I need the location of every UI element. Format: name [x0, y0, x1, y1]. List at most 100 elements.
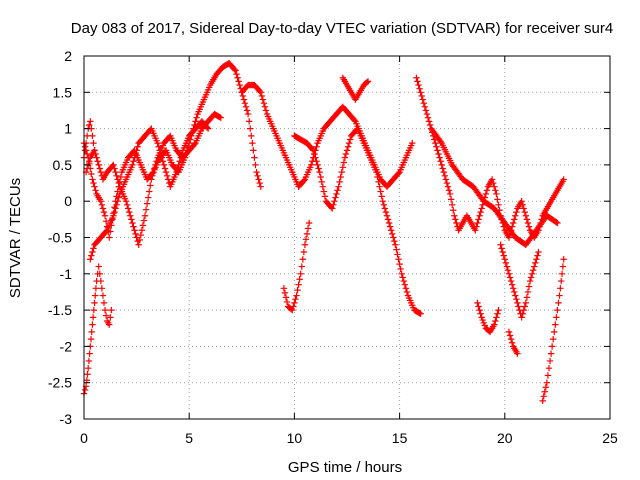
data-point — [91, 183, 98, 190]
data-point — [512, 292, 519, 299]
data-point — [475, 216, 482, 223]
data-point — [476, 212, 483, 219]
data-point — [110, 212, 117, 219]
y-axis-label: SDTVAR / TECUs — [7, 178, 24, 298]
data-point — [282, 294, 290, 301]
data-point — [518, 314, 525, 321]
data-point — [519, 201, 526, 209]
data-point — [134, 143, 141, 150]
data-point — [243, 107, 251, 114]
data-point — [503, 263, 511, 270]
data-point — [115, 194, 122, 201]
data-point — [478, 205, 485, 212]
data-point — [289, 306, 296, 314]
data-point — [339, 164, 346, 171]
data-point — [311, 150, 318, 158]
data-point — [441, 172, 449, 179]
data-point — [391, 237, 398, 245]
data-point — [257, 89, 264, 96]
data-point — [173, 168, 180, 176]
data-point — [176, 158, 183, 165]
data-point — [440, 168, 447, 176]
data-point — [502, 259, 510, 267]
data-point — [505, 234, 513, 241]
data-point — [132, 150, 139, 158]
x-axis-label: GPS time / hours — [288, 459, 402, 476]
data-point — [334, 187, 341, 194]
x-tick-label: 0 — [80, 430, 88, 446]
data-point — [423, 110, 431, 118]
data-point — [398, 270, 405, 277]
data-point — [294, 286, 301, 294]
data-point — [245, 118, 253, 125]
axis-ticks — [83, 55, 611, 420]
data-point — [91, 147, 98, 154]
data-point — [500, 252, 507, 259]
data-point — [89, 132, 96, 140]
data-point — [291, 299, 298, 307]
data-point — [256, 179, 263, 187]
data-point — [494, 310, 501, 317]
data-point — [559, 263, 567, 270]
data-point — [112, 205, 119, 212]
data-point — [553, 314, 560, 321]
data-point — [135, 241, 142, 248]
data-point — [417, 89, 424, 96]
data-point — [446, 190, 454, 198]
data-point — [363, 79, 371, 86]
axis-tick-labels: 0 5 10 15 20 25 -3 -2.5 -2 -1.5 -1 -0.5 0 0.5 1 1.5 2 — [48, 48, 618, 446]
series-track-14 — [539, 256, 567, 405]
data-point — [139, 222, 147, 229]
data-point — [511, 288, 518, 296]
data-point — [340, 159, 348, 166]
data-point — [101, 306, 109, 314]
data-point — [131, 227, 138, 234]
data-point — [510, 219, 517, 227]
data-point — [98, 285, 106, 292]
data-point — [235, 78, 242, 85]
data-point — [106, 321, 113, 328]
data-point — [342, 150, 350, 158]
data-point — [523, 294, 531, 301]
data-point — [100, 299, 108, 307]
data-point — [374, 173, 381, 181]
data-point — [254, 172, 261, 179]
data-point — [439, 165, 446, 172]
data-point — [113, 172, 120, 179]
data-point — [319, 183, 327, 190]
data-point — [240, 96, 248, 103]
data-point — [524, 219, 532, 227]
data-point — [233, 70, 240, 78]
data-point — [315, 165, 322, 172]
y-tick-label: 2 — [64, 48, 72, 64]
data-point — [203, 124, 211, 131]
data-point — [523, 216, 531, 223]
data-point — [102, 312, 110, 319]
data-point — [552, 321, 559, 328]
data-point — [381, 205, 389, 212]
data-point — [308, 161, 315, 169]
data-point — [129, 219, 136, 227]
data-point — [376, 183, 383, 190]
data-point — [351, 116, 358, 124]
data-point — [111, 208, 118, 216]
data-point — [175, 161, 182, 169]
data-point — [337, 173, 344, 181]
data-point — [140, 217, 148, 224]
data-point — [332, 194, 339, 201]
data-point — [419, 96, 426, 103]
data-point — [150, 168, 157, 176]
data-point — [394, 251, 401, 258]
chart-title: Day 083 of 2017, Sidereal Day-to-day VTE… — [71, 20, 613, 37]
series-track-7 — [280, 219, 313, 314]
data-point — [114, 176, 121, 183]
data-point — [101, 212, 109, 219]
data-point — [193, 114, 200, 121]
data-point — [395, 256, 402, 263]
data-point — [300, 248, 308, 256]
data-point — [115, 179, 122, 187]
data-point — [378, 193, 385, 200]
data-point — [425, 118, 433, 125]
data-point — [312, 154, 319, 161]
data-point — [83, 165, 91, 172]
